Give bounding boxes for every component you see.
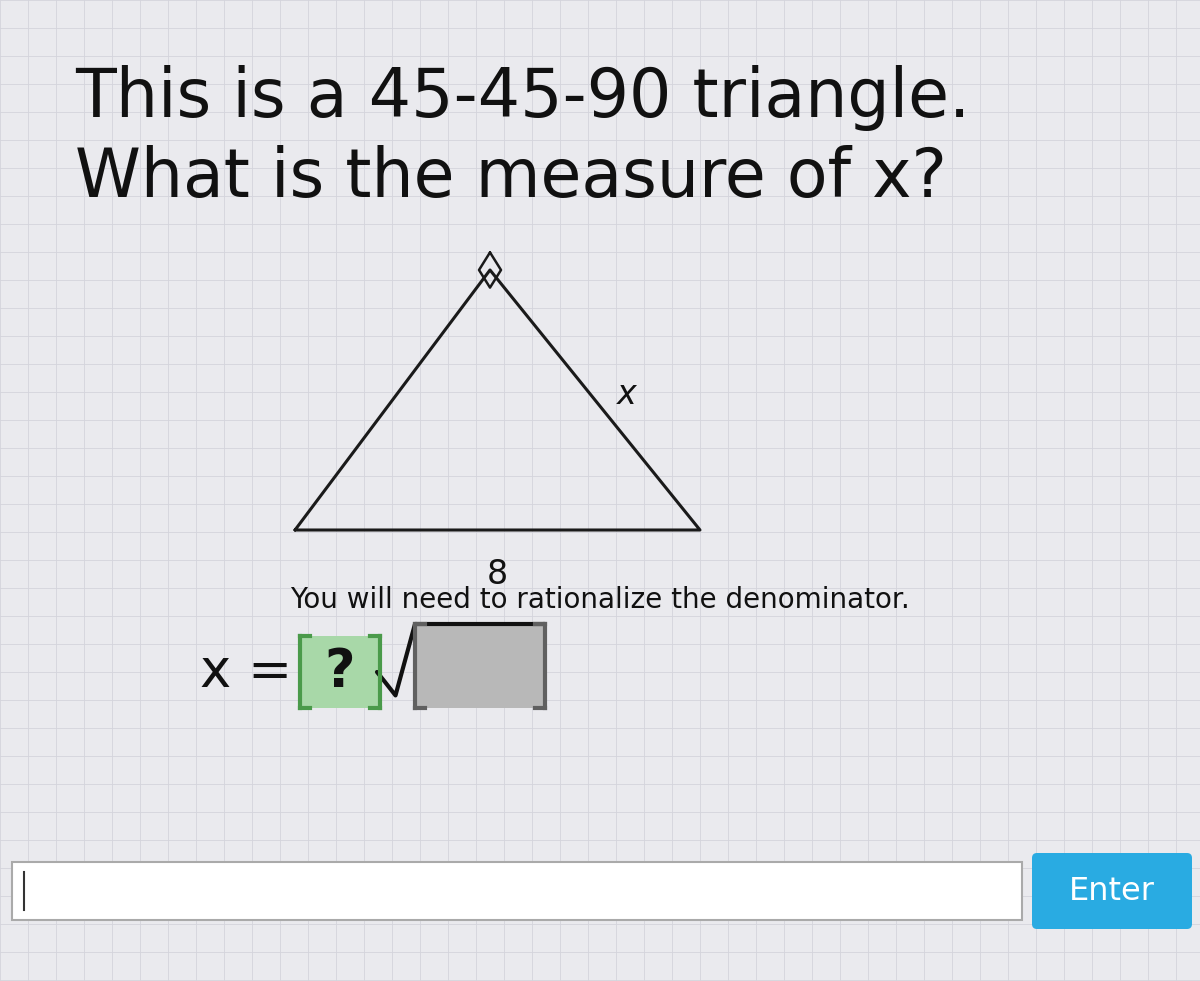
FancyBboxPatch shape	[12, 862, 1022, 920]
Text: You will need to rationalize the denominator.: You will need to rationalize the denomin…	[290, 586, 910, 614]
Text: x: x	[617, 379, 637, 411]
FancyBboxPatch shape	[415, 624, 545, 708]
Text: Enter: Enter	[1069, 875, 1154, 906]
Text: ?: ?	[325, 646, 355, 698]
Text: This is a 45-45-90 triangle.: This is a 45-45-90 triangle.	[74, 65, 971, 131]
FancyBboxPatch shape	[300, 636, 380, 708]
FancyBboxPatch shape	[1032, 853, 1192, 929]
Text: 8: 8	[487, 558, 508, 591]
Text: x =: x =	[200, 646, 310, 698]
Text: What is the measure of x?: What is the measure of x?	[74, 145, 947, 211]
